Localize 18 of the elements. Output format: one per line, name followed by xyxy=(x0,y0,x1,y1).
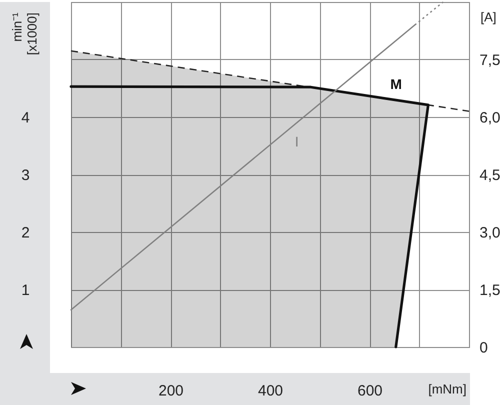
y2-tick-label: 1,5 xyxy=(480,282,500,299)
y2-axis-title: [A] xyxy=(480,10,496,24)
y-tick-label: 3 xyxy=(21,167,30,184)
y-tick-label: 1 xyxy=(21,282,30,299)
x-axis-title: [mNm] xyxy=(428,382,466,396)
x-tick-label: 200 xyxy=(158,382,184,400)
x-tick-label: 600 xyxy=(357,382,383,400)
series-label: M xyxy=(390,76,402,92)
series-label: I xyxy=(294,134,299,150)
y-tick-label: 4 xyxy=(21,110,30,126)
y2-tick-label: 6,0 xyxy=(480,110,500,126)
y2-tick-label: 3,0 xyxy=(480,224,500,242)
y2-tick-label: 4,5 xyxy=(480,167,500,184)
y-axis-title: min⁻¹ [x1000] xyxy=(10,12,40,56)
x-tick-label: 400 xyxy=(258,382,284,400)
y2-tick-label: 0 xyxy=(480,340,488,356)
y-tick-label: 2 xyxy=(21,224,30,242)
y2-tick-label: 7,5 xyxy=(480,52,500,69)
